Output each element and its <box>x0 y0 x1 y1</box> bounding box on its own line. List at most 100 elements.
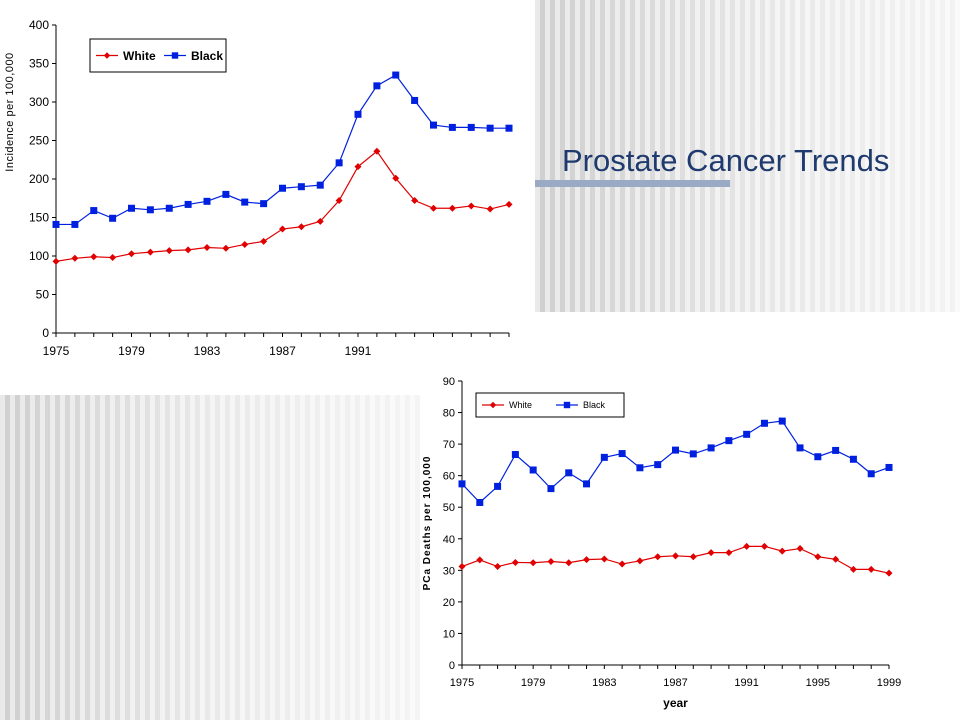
data-point-black <box>52 220 60 228</box>
series-line-black <box>461 420 890 504</box>
data-point-white <box>335 197 343 205</box>
legend-label-black: Black <box>191 49 223 63</box>
data-point-black <box>184 200 192 208</box>
data-point-white <box>743 542 751 550</box>
data-point-black <box>476 498 484 506</box>
data-point-black <box>486 124 494 132</box>
mortality-chart: 0 10 20 30 40 50 60 70 80 90 1975 1979 1983 1987 1991 1… <box>422 376 901 710</box>
data-point-black <box>565 469 573 477</box>
data-point-black <box>511 451 519 459</box>
data-point-black <box>529 466 537 474</box>
data-point-white <box>832 555 840 563</box>
data-point-white <box>430 204 437 212</box>
data-point-black <box>672 446 679 454</box>
y-axis-label: PCa Deaths per 100,000 <box>422 456 433 591</box>
data-point-white <box>778 547 786 555</box>
data-point-black <box>392 71 400 79</box>
data-point-black <box>778 417 786 425</box>
data-point-white <box>373 147 381 155</box>
data-point-white <box>128 250 135 258</box>
data-point-black <box>335 159 343 167</box>
data-point-white <box>689 553 697 561</box>
data-point-black <box>636 464 644 472</box>
data-point-black <box>373 82 381 90</box>
x-axis-label: year <box>663 696 688 710</box>
data-point-white <box>52 257 60 265</box>
x-tick-label: 1979 <box>118 344 145 358</box>
x-tick-label: 1983 <box>592 677 616 689</box>
x-tick-label: 1995 <box>806 677 830 689</box>
data-point-black <box>260 200 268 208</box>
data-point-black <box>725 437 733 445</box>
data-point-white <box>814 553 822 561</box>
data-point-black <box>146 206 154 214</box>
data-point-black <box>411 96 419 104</box>
legend-marker-black <box>563 401 571 409</box>
y-tick-label: 80 <box>443 408 455 420</box>
y-tick-label: 400 <box>29 18 49 32</box>
data-point-white <box>279 225 286 233</box>
data-point-black <box>814 453 822 461</box>
data-point-black <box>279 184 286 192</box>
y-tick-label: 200 <box>29 172 49 186</box>
series-line-white <box>55 150 510 262</box>
y-tick-label: 0 <box>449 660 455 672</box>
x-tick-label: 1979 <box>521 677 545 689</box>
data-point-white <box>636 557 644 565</box>
decorative-stripes-bottom <box>0 395 420 720</box>
data-point-white <box>297 223 305 231</box>
data-point-black <box>90 207 98 215</box>
y-tick-label: 90 <box>443 376 455 388</box>
data-point-white <box>448 204 456 212</box>
y-tick-label: 250 <box>29 134 49 148</box>
data-point-white <box>600 555 608 563</box>
data-point-black <box>867 470 875 478</box>
x-tick-label: 1983 <box>194 344 221 358</box>
data-point-black <box>689 450 697 458</box>
data-point-black <box>618 450 626 458</box>
data-point-white <box>467 202 475 210</box>
slide-title: Prostate Cancer Trends <box>562 143 890 178</box>
data-point-black <box>832 446 840 454</box>
data-point-white <box>796 545 804 553</box>
data-point-black <box>71 220 79 228</box>
data-point-white <box>316 217 324 225</box>
y-axis-label: Incidence per 100,000 <box>4 52 16 171</box>
data-point-white <box>476 556 484 564</box>
legend-marker-white <box>489 401 497 409</box>
data-point-black <box>583 480 591 488</box>
data-point-black <box>743 430 751 438</box>
data-point-white <box>511 558 519 566</box>
data-point-black <box>796 444 804 452</box>
title-underline-bar <box>535 180 730 187</box>
data-point-black <box>600 453 608 461</box>
data-point-white <box>760 542 768 550</box>
data-point-black <box>547 485 555 493</box>
y-tick-label: 20 <box>443 597 455 609</box>
data-point-white <box>565 559 573 567</box>
series-line-black <box>56 74 509 226</box>
data-point-black <box>505 124 513 132</box>
data-point-white <box>354 163 362 171</box>
data-point-white <box>547 557 555 565</box>
y-tick-label: 350 <box>29 57 49 71</box>
data-point-black <box>241 198 249 206</box>
data-point-white <box>184 246 192 254</box>
data-point-black <box>760 419 768 427</box>
data-point-white <box>654 553 662 561</box>
data-point-white <box>672 552 679 560</box>
data-point-black <box>849 455 857 463</box>
data-point-white <box>109 254 117 262</box>
data-point-white <box>486 205 494 213</box>
x-tick-label: 1991 <box>345 344 372 358</box>
data-point-black <box>354 110 362 118</box>
data-point-white <box>392 174 400 182</box>
data-point-white <box>90 253 98 261</box>
data-point-black <box>707 444 715 452</box>
data-point-black <box>165 204 173 212</box>
data-point-black <box>109 214 117 222</box>
y-tick-label: 30 <box>443 565 455 577</box>
data-point-black <box>316 181 324 189</box>
y-tick-label: 150 <box>29 211 49 225</box>
data-point-black <box>448 123 456 131</box>
